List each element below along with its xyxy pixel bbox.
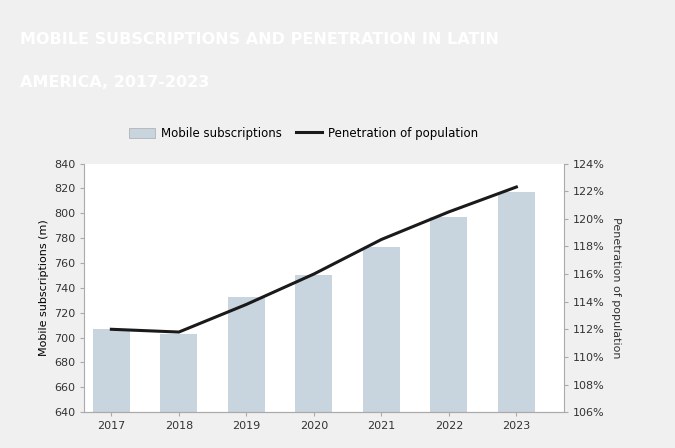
Y-axis label: Penetration of population: Penetration of population: [611, 217, 621, 358]
Bar: [497, 192, 535, 448]
Bar: [160, 334, 197, 448]
Bar: [295, 276, 332, 448]
Text: AMERICA, 2017-2023: AMERICA, 2017-2023: [20, 75, 210, 90]
Bar: [430, 217, 467, 448]
Bar: [362, 247, 400, 448]
Bar: [227, 297, 265, 448]
Bar: [92, 329, 130, 448]
Y-axis label: Mobile subscriptions (m): Mobile subscriptions (m): [38, 220, 49, 356]
Legend: Mobile subscriptions, Penetration of population: Mobile subscriptions, Penetration of pop…: [125, 122, 483, 145]
Text: MOBILE SUBSCRIPTIONS AND PENETRATION IN LATIN: MOBILE SUBSCRIPTIONS AND PENETRATION IN …: [20, 33, 499, 47]
